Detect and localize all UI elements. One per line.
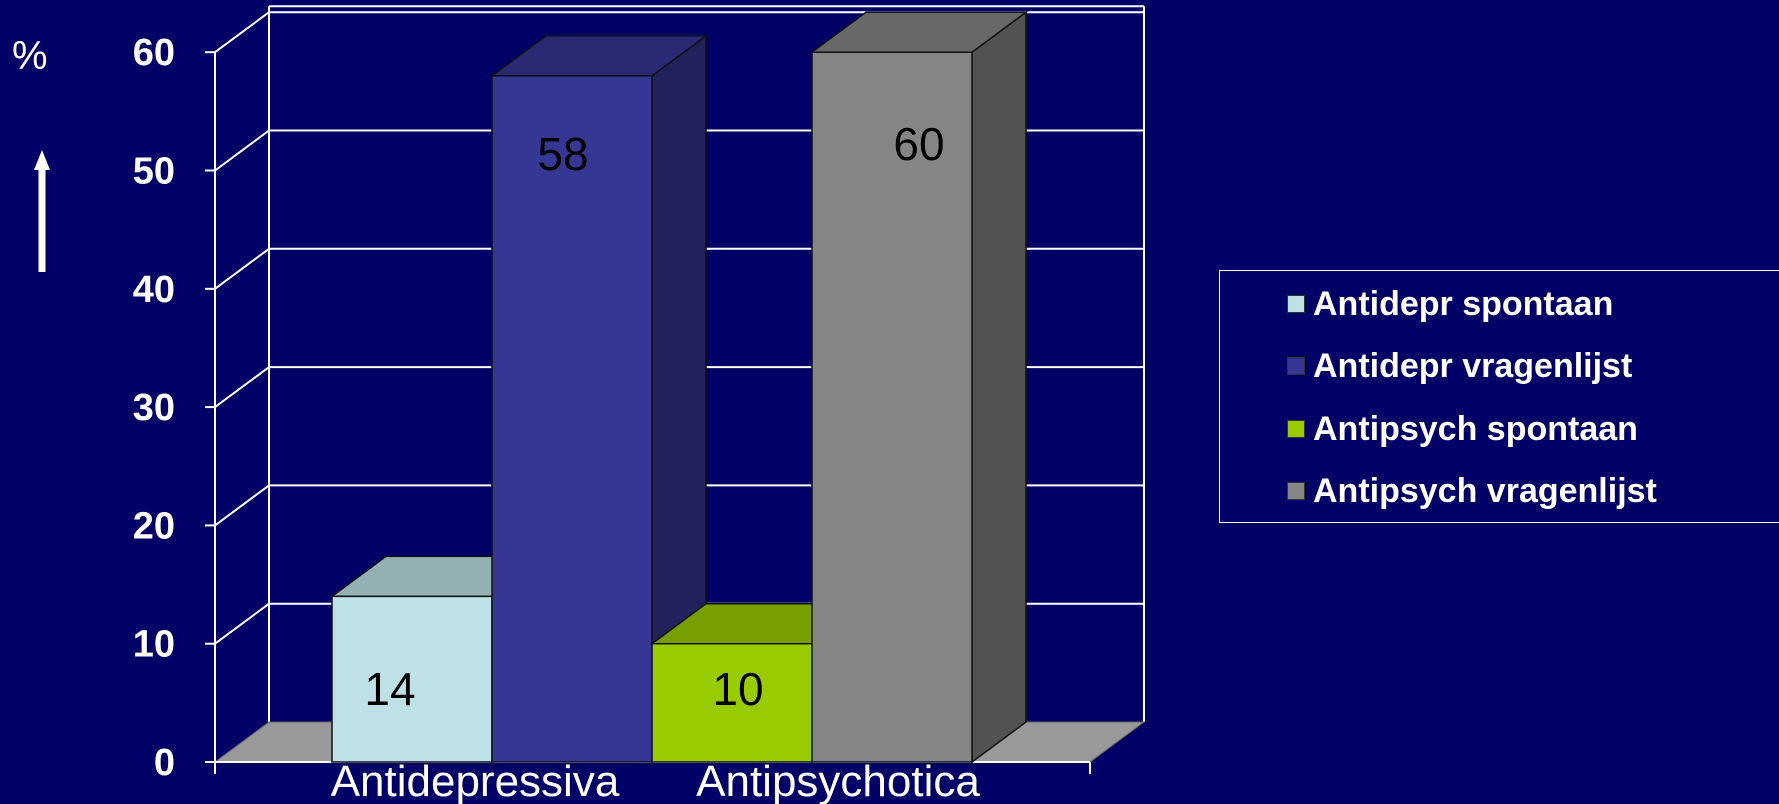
x-category-label: Antidepressiva	[331, 757, 620, 804]
data-label: 60	[893, 118, 944, 170]
y-tick-label: 60	[133, 32, 175, 74]
gridline-diagonal	[214, 11, 270, 54]
bar-side-4	[971, 10, 1027, 764]
legend-item-antidepr-vragenlijst: Antidepr vragenlijst	[1287, 346, 1632, 386]
legend-swatch	[1287, 295, 1305, 313]
y-tick-label: 40	[133, 269, 175, 311]
legend-swatch	[1287, 357, 1305, 375]
gridline-diagonal	[214, 484, 270, 527]
gridline-diagonal	[214, 247, 270, 290]
gridline-diagonal	[214, 129, 270, 172]
bar-3	[651, 642, 813, 763]
bar-4	[811, 51, 973, 763]
data-label: 14	[364, 663, 415, 715]
legend-label: Antipsych spontaan	[1313, 409, 1638, 448]
legend-swatch	[1287, 482, 1305, 500]
y-axis-label: %	[12, 34, 48, 78]
gridline-diagonal	[214, 366, 270, 408]
y-tick-label: 50	[133, 151, 175, 193]
legend-label: Antipsych vragenlijst	[1313, 471, 1657, 510]
y-tick-label: 20	[133, 505, 175, 547]
legend-label: Antidepr spontaan	[1313, 284, 1614, 323]
legend-item-antidepr-spontaan: Antidepr spontaan	[1287, 284, 1613, 324]
legend-item-antipsych-vragenlijst: Antipsych vragenlijst	[1287, 471, 1657, 511]
y-tick-label: 30	[133, 387, 175, 429]
data-label: 58	[537, 128, 588, 180]
y-tick-label: 10	[133, 624, 175, 666]
gridline-diagonal	[214, 602, 270, 645]
legend-label: Antidepr vragenlijst	[1313, 346, 1633, 385]
bar-1	[331, 595, 493, 763]
chart-legend: Antidepr spontaan Antidepr vragenlijst A…	[1219, 270, 1779, 523]
legend-item-antipsych-spontaan: Antipsych spontaan	[1287, 409, 1638, 449]
data-label: 10	[712, 663, 763, 715]
legend-swatch	[1287, 420, 1305, 438]
bar-2	[491, 75, 653, 763]
up-arrow-head-icon	[34, 150, 50, 170]
y-tick-label: 0	[154, 742, 175, 784]
x-category-label: Antipsychotica	[696, 757, 980, 804]
